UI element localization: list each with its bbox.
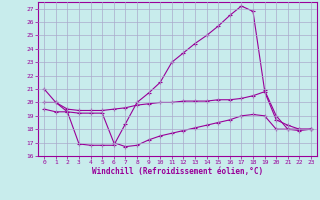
X-axis label: Windchill (Refroidissement éolien,°C): Windchill (Refroidissement éolien,°C) xyxy=(92,167,263,176)
